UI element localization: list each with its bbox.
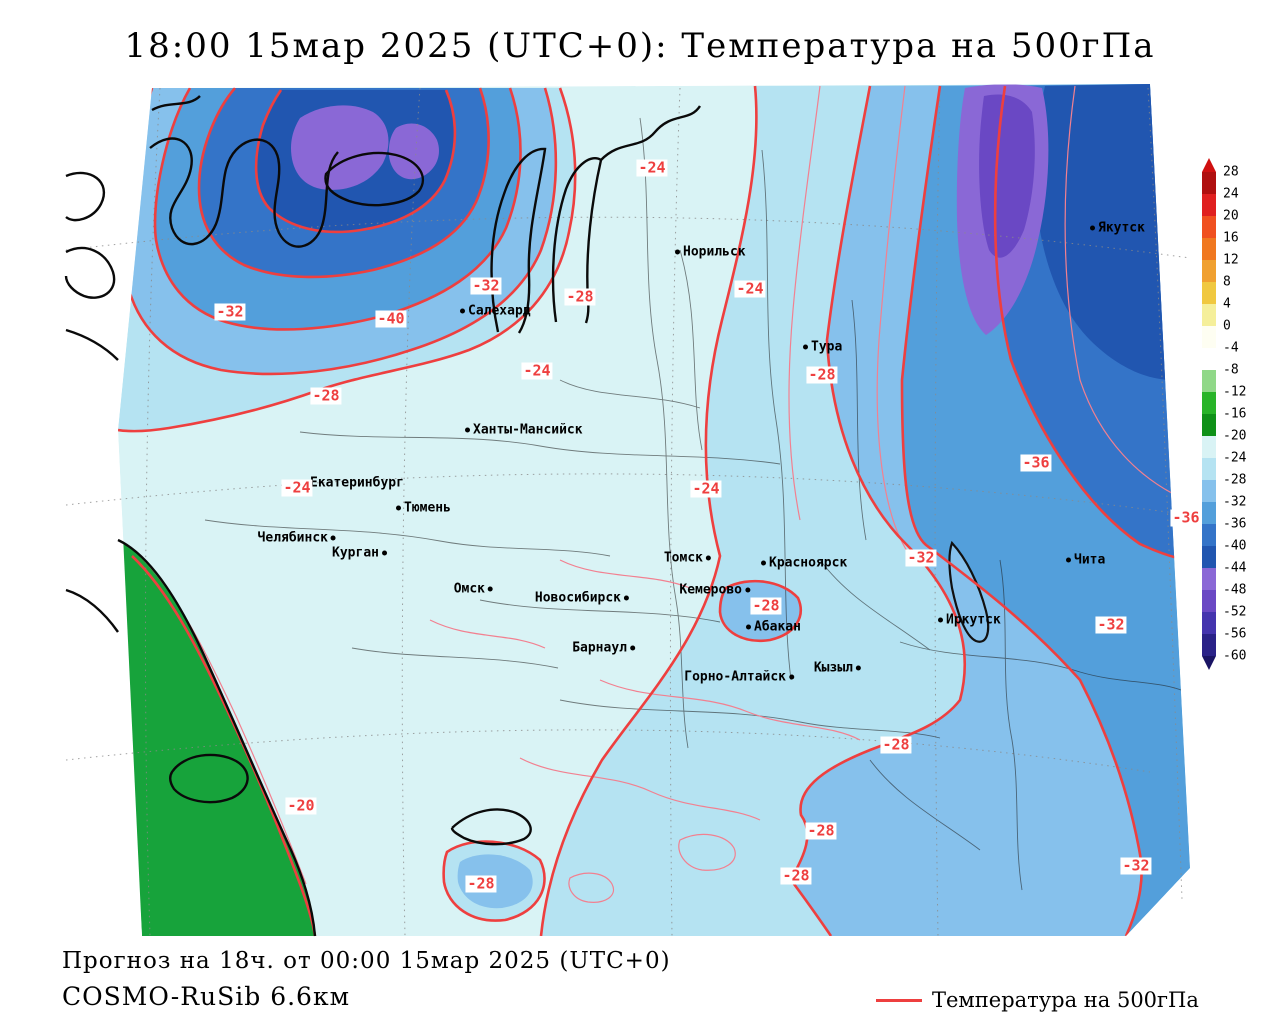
colorbar-tick: -24 [1223,450,1247,466]
colorbar-segment [1202,480,1216,502]
colorbar-segment [1202,414,1216,436]
colorbar: 28 24 20 16 12 8 4 0 -4 -8 -12 -16 -20 -24 -28 -32 -36 -4… [1202,158,1246,670]
colorbar-arrow-down [1202,656,1216,670]
colorbar-segment [1202,370,1216,392]
colorbar-tick: -4 [1223,340,1239,356]
colorbar-segment [1202,282,1216,304]
colorbar-tick: 28 [1223,164,1239,180]
colorbar-tick: -60 [1223,648,1247,664]
model-info: COSMO-RuSib 6.6км [62,982,351,1011]
colorbar-tick: -32 [1223,494,1247,510]
temperature-fill-layers [118,84,1190,936]
colorbar-ticks: 28 24 20 16 12 8 4 0 -4 -8 -12 -16 -20 -24 -28 -32 -36 -4… [1223,166,1263,663]
colorbar-tick: 24 [1223,186,1239,202]
colorbar-segment [1202,348,1216,370]
page-title: 18:00 15мар 2025 (UTC+0): Температура на… [124,26,1156,66]
coastlines [64,95,702,937]
colorbar-segment [1202,612,1216,634]
colorbar-segment [1202,568,1216,590]
colorbar-arrow-up [1202,158,1216,172]
colorbar-tick: -12 [1223,384,1247,400]
colorbar-tick: -44 [1223,560,1247,576]
colorbar-tick: -16 [1223,406,1247,422]
colorbar-segment [1202,304,1216,326]
colorbar-segment [1202,326,1216,348]
colorbar-tick: 16 [1223,230,1239,246]
colorbar-tick: -56 [1223,626,1247,642]
colorbar-tick: -8 [1223,362,1239,378]
colorbar-tick: -28 [1223,472,1247,488]
admin-borders [204,117,1187,891]
legend-label: Температура на 500гПа [932,988,1199,1012]
colorbar-tick: -36 [1223,516,1247,532]
colorbar-segment [1202,216,1216,238]
colorbar-segment [1202,634,1216,656]
colorbar-segments [1202,172,1216,656]
colorbar-tick: 20 [1223,208,1239,224]
colorbar-tick: 0 [1223,318,1231,334]
colorbar-segment [1202,546,1216,568]
colorbar-tick: -48 [1223,582,1247,598]
colorbar-segment [1202,458,1216,480]
colorbar-segment [1202,260,1216,282]
colorbar-segment [1202,502,1216,524]
colorbar-tick: -40 [1223,538,1247,554]
colorbar-segment [1202,524,1216,546]
graticule-lines [65,87,1191,937]
colorbar-segment [1202,194,1216,216]
isotherm-line-sample [876,998,922,1002]
colorbar-tick: -52 [1223,604,1247,620]
forecast-info: Прогноз на 18ч. от 00:00 15мар 2025 (UTC… [62,948,671,974]
colorbar-tick: -20 [1223,428,1247,444]
colorbar-tick: 8 [1223,274,1231,290]
colorbar-tick: 4 [1223,296,1231,312]
colorbar-segment [1202,392,1216,414]
colorbar-segment [1202,172,1216,194]
colorbar-segment [1202,436,1216,458]
colorbar-segment [1202,238,1216,260]
map-legend: Температура на 500гПа [876,988,1199,1012]
colorbar-segment [1202,590,1216,612]
colorbar-tick: 12 [1223,252,1239,268]
